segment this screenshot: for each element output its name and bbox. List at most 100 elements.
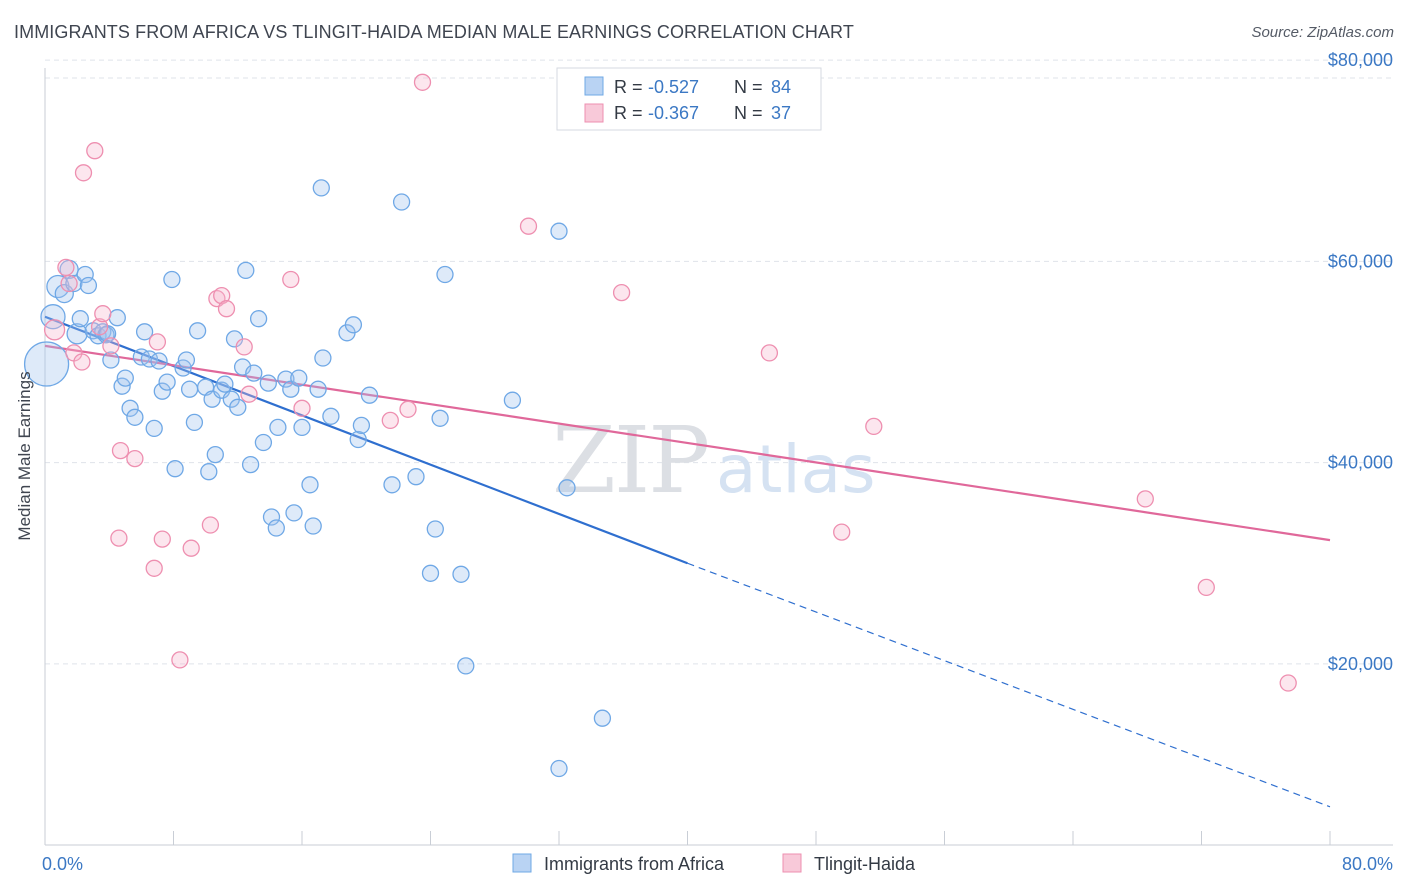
watermark-atlas: atlas [716,431,876,508]
point-africa-70 [392,193,411,211]
point-africa-27 [163,270,181,289]
point-tlingit-22 [235,338,253,356]
point-tlingit-2 [60,274,78,293]
point-tlingit-32 [833,523,851,541]
point-africa-6 [66,323,88,345]
point-africa-18 [121,399,139,417]
point-africa-81 [593,709,612,727]
point-africa-53 [277,370,295,388]
y-tick-labels: $20,000 $40,000 $60,000 $80,000 [1328,50,1393,674]
watermark: ZIP atlas [552,407,876,514]
point-africa-48 [254,433,273,452]
point-africa-58 [301,476,319,494]
legend-r-label-tlingit: R = [614,103,643,123]
y-tick-label-0: $20,000 [1328,654,1393,674]
point-tlingit-36 [1279,674,1297,692]
point-africa-68 [360,386,379,404]
point-africa-25 [153,382,171,400]
point-africa-49 [259,374,277,392]
point-tlingit-34 [1136,490,1154,508]
axes [44,68,1393,846]
point-africa-31 [180,380,199,398]
point-tlingit-12 [126,449,144,468]
point-tlingit-20 [213,286,231,305]
point-africa-47 [249,310,268,328]
point-africa-55 [285,504,303,522]
series-legend-swatch-africa [512,853,532,873]
point-africa-28 [166,460,184,478]
stats-legend: R = -0.527 N = 84 R = -0.367 N = 37 [556,67,822,131]
point-tlingit-26 [381,411,399,430]
point-africa-32 [185,413,204,432]
point-tlingit-11 [111,441,130,460]
point-tlingit-10 [110,529,128,547]
point-africa-15 [108,309,126,327]
y-tick-label-3: $80,000 [1328,50,1393,70]
point-africa-21 [135,323,154,341]
point-tlingit-0 [43,319,66,341]
point-tlingit-28 [413,73,432,91]
point-africa-62 [314,349,332,367]
chart-title: IMMIGRANTS FROM AFRICA VS TLINGIT-HAIDA … [14,22,854,42]
point-africa-26 [158,373,176,391]
point-tlingit-35 [1197,578,1215,597]
legend-n-value-tlingit: 37 [771,103,791,123]
point-africa-46 [245,364,263,382]
point-africa-72 [421,564,440,582]
point-africa-74 [431,409,449,427]
point-tlingit-15 [153,530,171,548]
point-tlingit-4 [73,353,91,371]
point-africa-76 [452,565,470,583]
point-africa-19 [126,408,144,426]
x-tick-label-min: 0.0% [42,854,83,874]
point-africa-35 [200,463,218,481]
point-tlingit-14 [148,333,167,351]
point-tlingit-27 [399,400,417,418]
point-tlingit-33 [865,417,883,436]
point-africa-9 [79,276,98,295]
point-africa-57 [293,418,311,437]
point-africa-66 [349,430,367,449]
trend-lines [44,315,1331,808]
series-legend: Immigrants from Africa Tlingit-Haida [512,853,916,874]
point-africa-45 [241,455,260,474]
point-africa-69 [383,476,401,494]
point-africa-78 [503,391,522,409]
point-africa-39 [216,375,234,393]
point-africa-37 [206,445,224,464]
point-africa-5 [65,274,83,293]
legend-r-value-tlingit: -0.367 [648,103,699,123]
y-tick-label-2: $60,000 [1328,251,1393,271]
trend-line-africa-extrapolated [687,562,1331,808]
point-africa-8 [76,265,94,284]
point-africa-24 [150,352,168,370]
legend-n-value-africa: 84 [771,77,791,97]
point-africa-59 [304,517,322,535]
point-tlingit-31 [760,344,779,362]
point-tlingit-5 [74,164,93,182]
data-points [23,73,1297,778]
y-tick-label-1: $40,000 [1328,453,1393,473]
point-tlingit-25 [293,399,311,417]
point-africa-50 [262,508,281,526]
watermark-zip: ZIP [552,407,708,514]
point-africa-7 [71,310,89,328]
series-legend-swatch-tlingit [782,853,802,873]
point-tlingit-23 [240,385,258,403]
point-africa-23 [145,419,163,438]
point-africa-30 [177,351,196,369]
point-tlingit-16 [171,651,189,669]
point-tlingit-6 [86,142,104,160]
point-tlingit-13 [145,559,163,577]
point-africa-52 [267,519,285,537]
point-africa-77 [457,657,475,675]
legend-r-label-africa: R = [614,77,643,97]
point-africa-0 [23,341,70,387]
point-africa-60 [309,380,327,398]
series-legend-label-africa: Immigrants from Africa [544,854,725,874]
point-africa-75 [436,265,454,284]
point-tlingit-18 [201,516,220,534]
point-tlingit-1 [57,258,75,277]
point-tlingit-24 [282,270,300,289]
point-africa-44 [237,261,255,280]
